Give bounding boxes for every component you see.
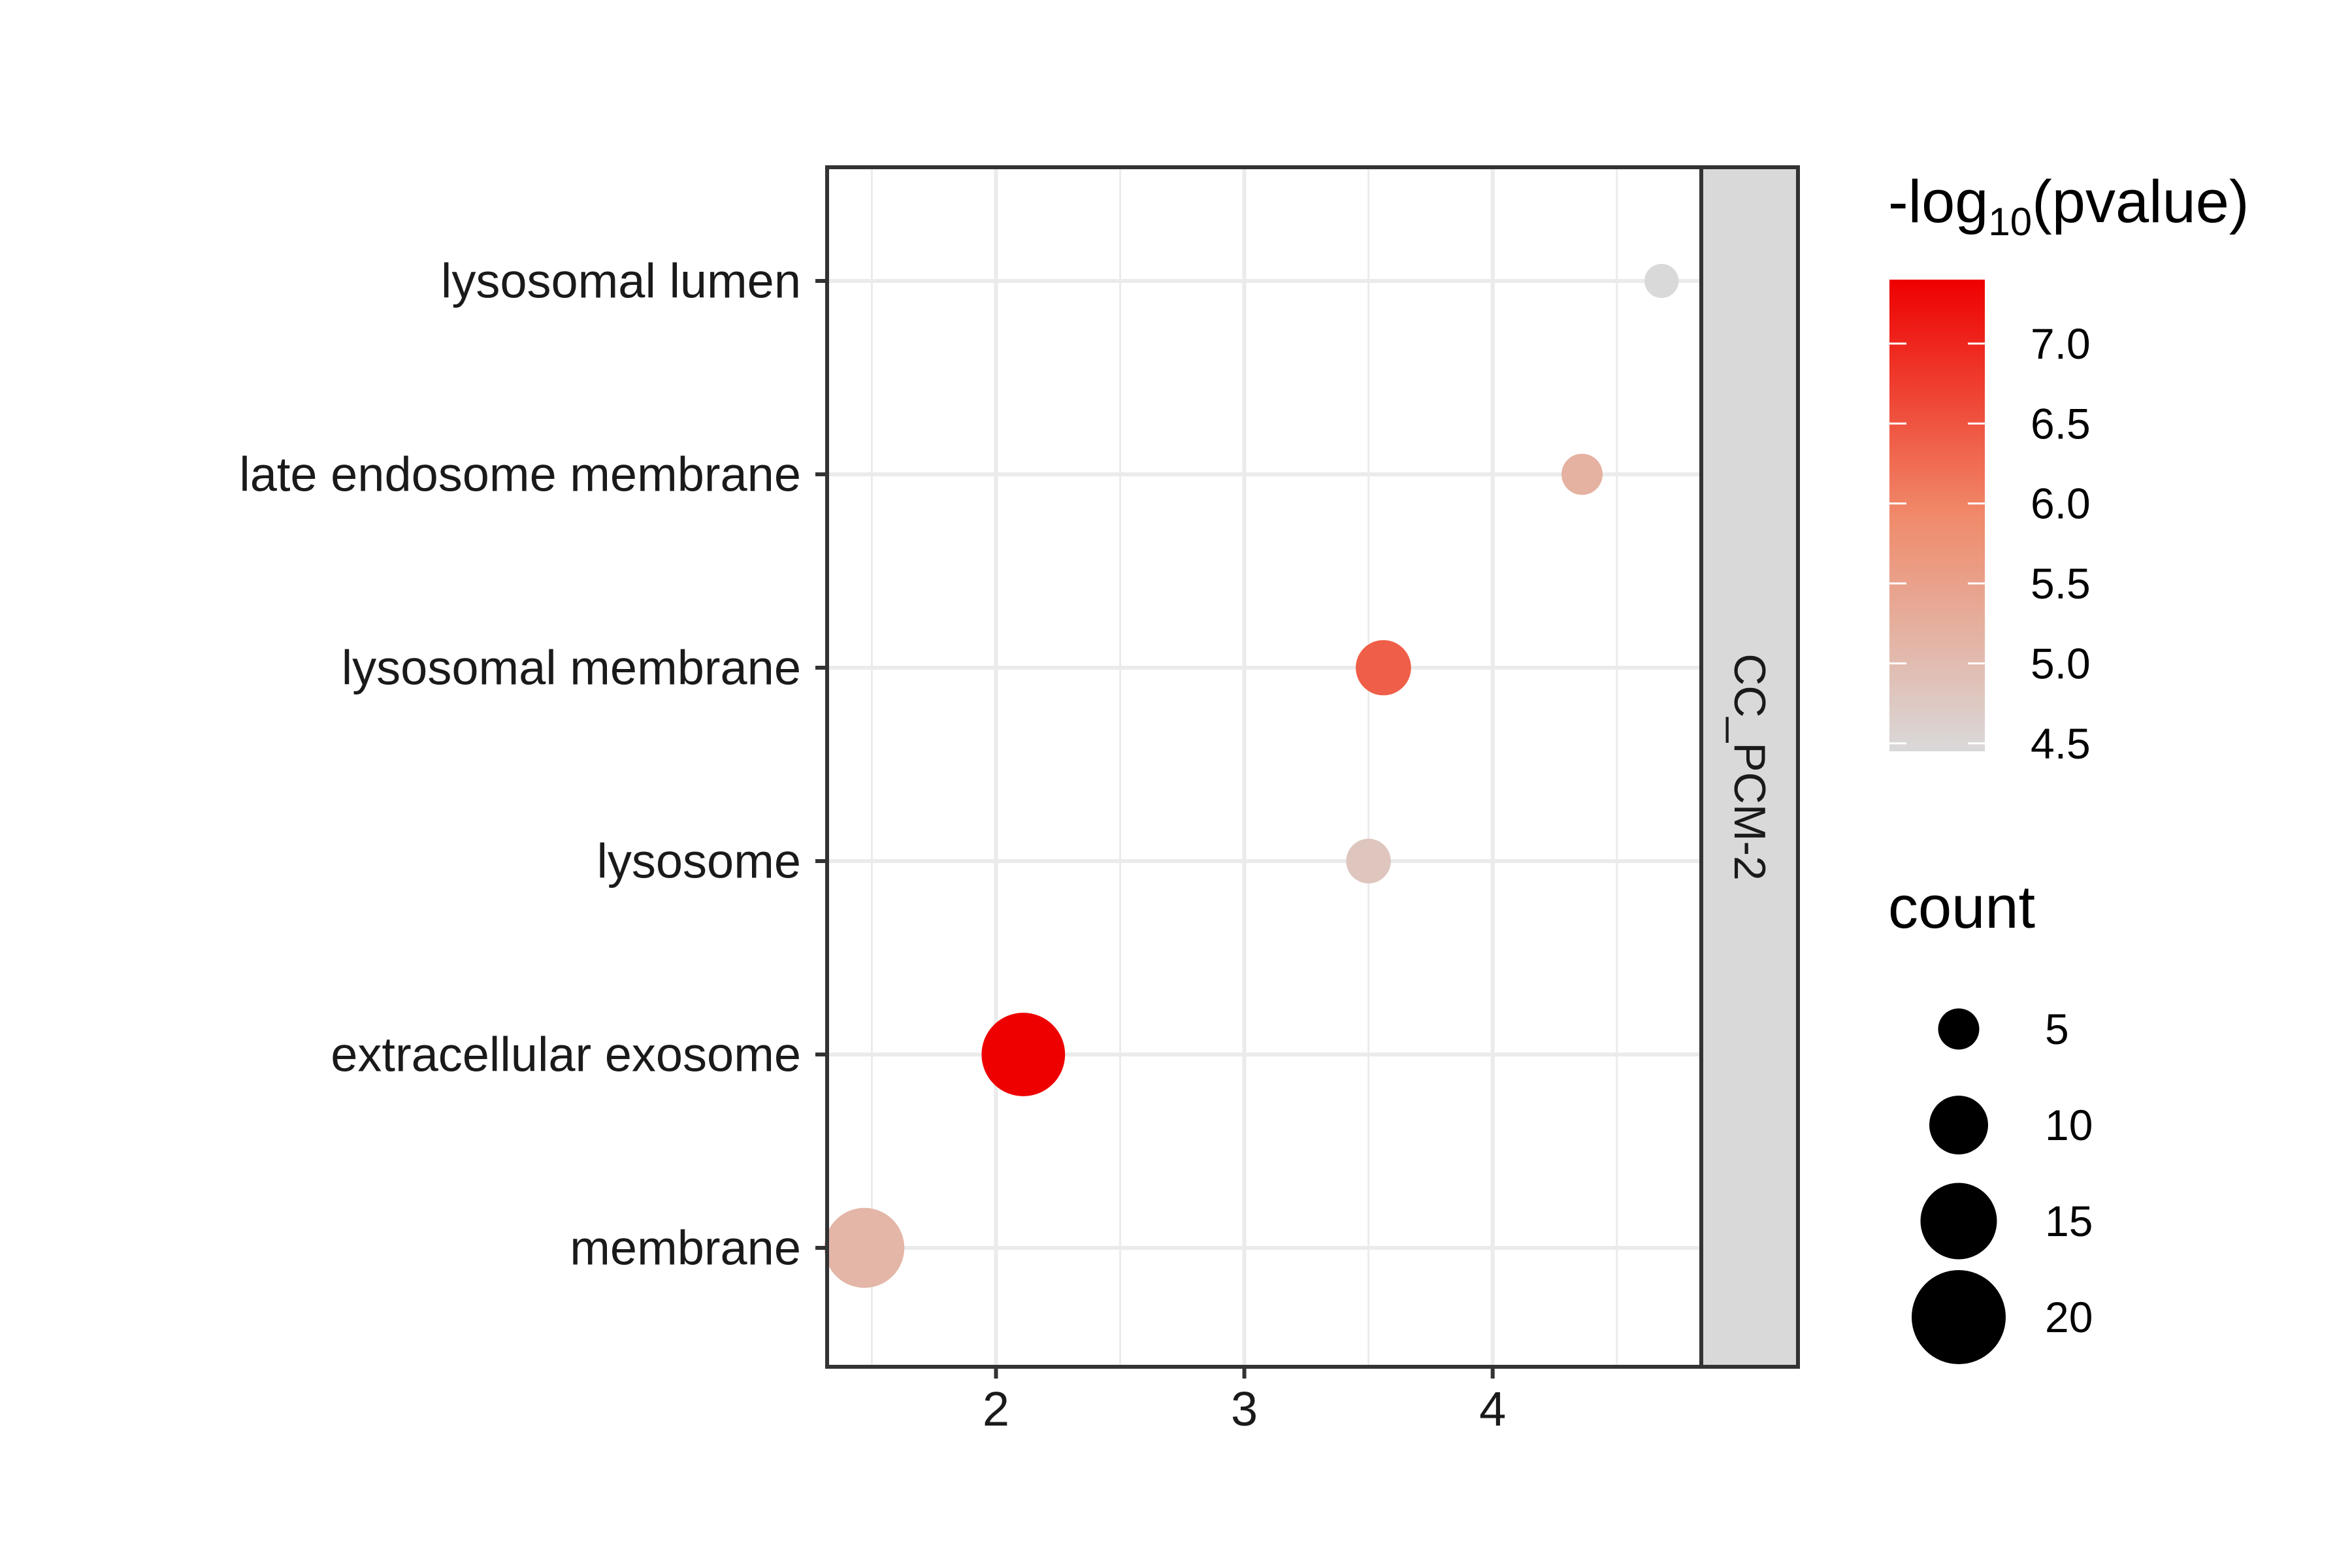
facet-strip [1699,165,1800,1369]
color-legend-title-main: -log [1888,169,1988,235]
color-legend-tick-label: 7.0 [2031,319,2091,368]
size-legend-key [1938,1008,1980,1050]
data-point [981,1013,1066,1096]
color-legend: -log10(pvalue) 7.0 6.5 6.0 5.5 5.0 4.5 [1888,169,2249,768]
y-axis: lysosomal lumen late endosome membrane lys… [239,254,827,1275]
size-legend-label: 5 [2045,1005,2069,1053]
y-tick-label: lysosomal lumen [441,254,801,308]
x-tick-label: 3 [1231,1382,1258,1436]
color-legend-tick-label: 5.0 [2031,639,2091,687]
data-point [1356,640,1411,696]
data-point [1561,453,1603,495]
size-legend-title: count [1888,874,2035,941]
color-legend-ticks: 7.0 6.5 6.0 5.5 5.0 4.5 [1889,319,2091,768]
data-point [1346,838,1391,884]
y-tick-label: lysosome [596,834,801,889]
size-legend-label: 10 [2045,1101,2093,1149]
color-legend-bar [1889,280,1985,751]
data-point [824,1207,905,1288]
size-legend-label: 15 [2045,1197,2093,1245]
color-legend-title: -log10(pvalue) [1888,169,2249,244]
color-legend-tick-label: 5.5 [2031,559,2091,608]
size-legend-entries: 5 10 15 20 [1912,1005,2093,1364]
data-point [1644,263,1679,299]
size-legend-key [1920,1183,1997,1260]
color-legend-tick-label: 6.5 [2031,399,2091,448]
y-tick-label: lysosomal membrane [342,641,801,695]
x-axis: 2 3 4 [983,1367,1506,1436]
plot-panel [827,167,1701,1367]
y-tick-label: membrane [570,1221,801,1275]
x-tick-label: 2 [983,1382,1009,1436]
grid-major [827,167,1701,1367]
color-legend-title-tail: (pvalue) [2032,169,2249,235]
color-legend-title-sub: 10 [1988,200,2032,244]
data-points [824,263,1679,1288]
size-legend-key [1912,1270,2006,1364]
facet-strip-label: CC_PCM-2 [1725,653,1774,881]
color-legend-tick-label: 6.0 [2031,480,2091,528]
x-tick-label: 4 [1479,1382,1506,1436]
y-tick-label: extracellular exosome [331,1028,801,1082]
color-legend-tick-label: 4.5 [2031,719,2091,768]
size-legend-key [1929,1096,1988,1154]
y-tick-label: late endosome membrane [239,448,801,502]
size-legend: count 5 10 15 20 [1888,874,2093,1364]
grid-minor [870,167,1618,1367]
size-legend-label: 20 [2045,1293,2093,1341]
